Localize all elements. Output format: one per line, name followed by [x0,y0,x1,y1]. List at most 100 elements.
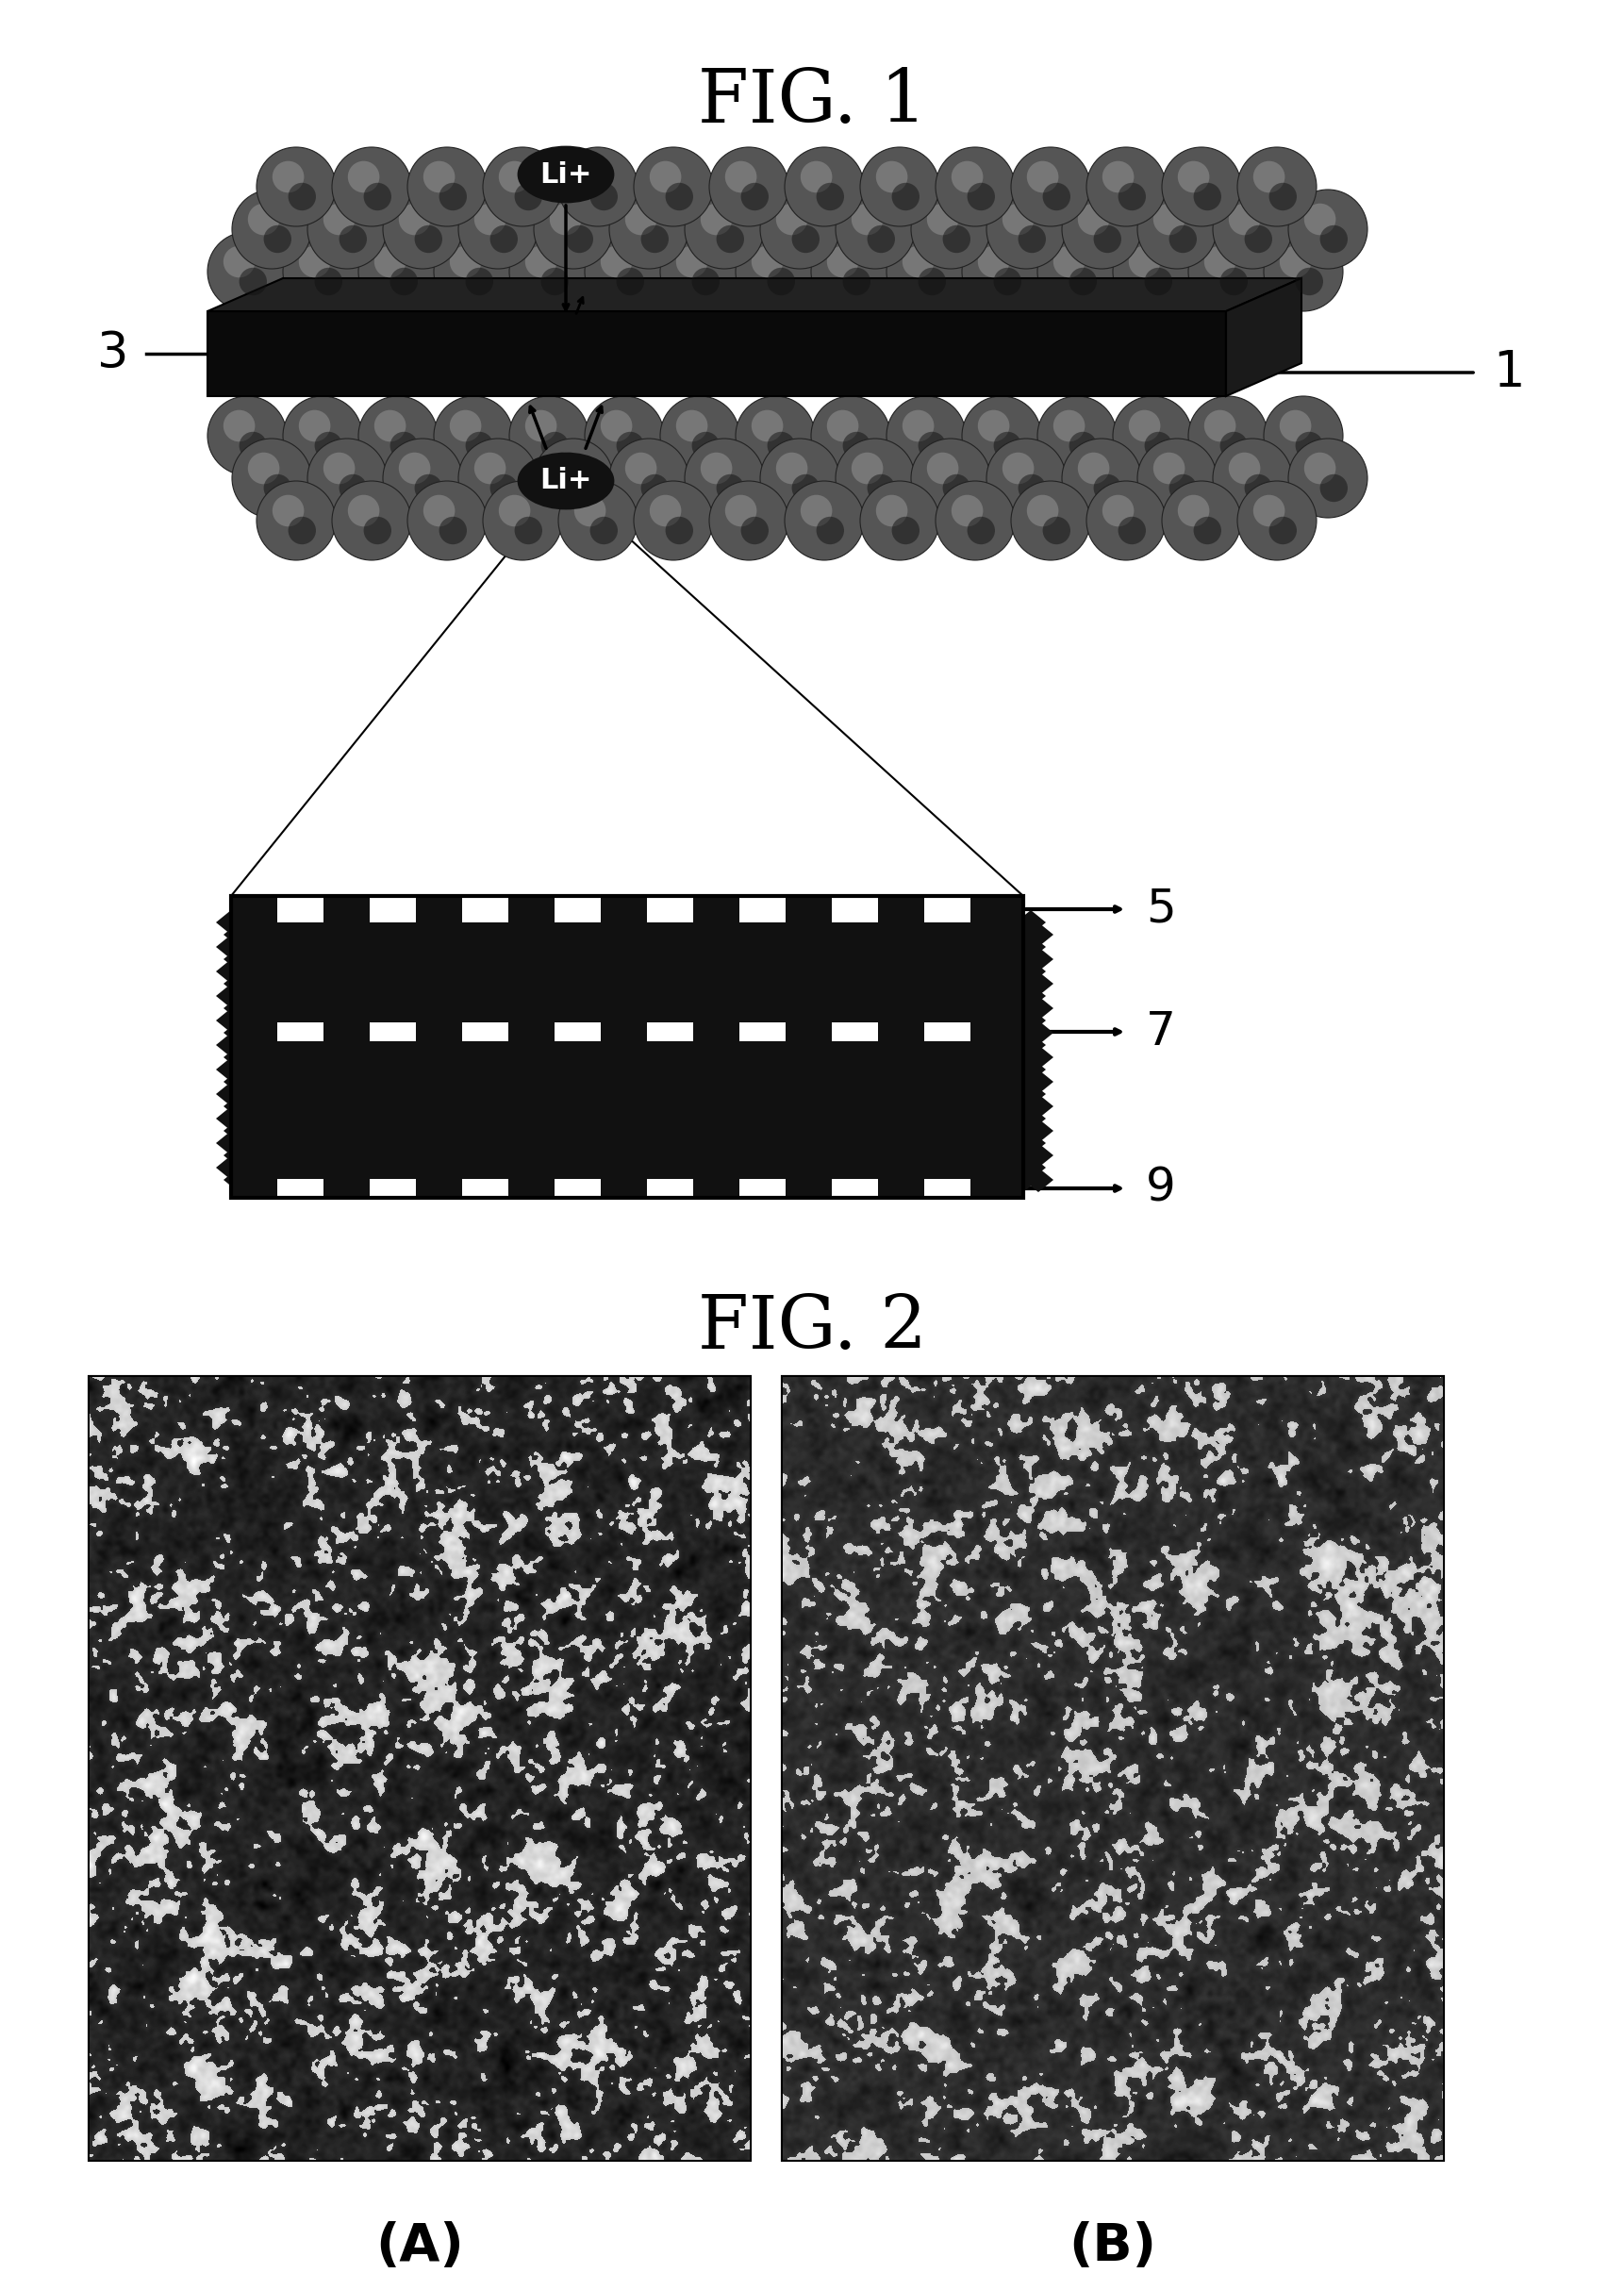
Polygon shape [510,1143,541,1168]
Polygon shape [729,1132,758,1155]
Polygon shape [775,1057,804,1082]
Circle shape [867,225,895,252]
Polygon shape [578,1107,609,1132]
Polygon shape [624,1082,653,1107]
Polygon shape [857,1021,887,1046]
Circle shape [741,516,768,546]
Polygon shape [615,971,646,996]
Polygon shape [615,1071,646,1093]
Polygon shape [926,1155,955,1180]
Circle shape [700,452,732,484]
Polygon shape [986,1107,1015,1132]
Polygon shape [224,1143,253,1168]
Polygon shape [661,923,692,948]
Polygon shape [971,984,1000,1009]
Polygon shape [857,948,887,971]
Polygon shape [744,1032,775,1057]
Polygon shape [887,1093,918,1118]
Circle shape [911,189,991,268]
Polygon shape [404,1168,435,1191]
Polygon shape [624,1057,653,1082]
Circle shape [1237,482,1317,559]
Polygon shape [555,971,586,996]
Polygon shape [216,1132,247,1155]
Polygon shape [1015,1107,1046,1132]
Polygon shape [458,1009,487,1032]
Polygon shape [533,1107,564,1132]
Polygon shape [396,1009,427,1032]
Polygon shape [375,971,404,996]
Polygon shape [646,1143,676,1168]
Circle shape [952,496,983,527]
Circle shape [1244,225,1272,252]
Circle shape [776,205,807,234]
Polygon shape [299,1046,330,1071]
Circle shape [1026,496,1059,527]
Circle shape [390,268,417,295]
Polygon shape [299,971,330,996]
Circle shape [438,182,466,211]
Polygon shape [903,971,932,996]
Polygon shape [570,1118,601,1143]
Polygon shape [367,984,396,1009]
Polygon shape [247,1155,276,1180]
Polygon shape [758,909,789,934]
Circle shape [434,232,513,311]
Polygon shape [797,1046,827,1071]
Polygon shape [926,984,955,1009]
Polygon shape [396,1155,427,1180]
Polygon shape [1009,1021,1038,1046]
Polygon shape [812,1143,843,1168]
Polygon shape [495,948,525,971]
Polygon shape [313,1046,344,1071]
Polygon shape [390,1093,419,1118]
Polygon shape [404,1046,435,1071]
Polygon shape [404,1118,435,1143]
Polygon shape [1000,1132,1031,1155]
Polygon shape [367,1009,396,1032]
Polygon shape [978,1046,1009,1071]
Polygon shape [487,1032,518,1057]
Polygon shape [291,1132,322,1155]
Polygon shape [797,1168,827,1191]
Polygon shape [698,1155,729,1180]
Circle shape [861,148,939,227]
Polygon shape [224,1118,253,1143]
Polygon shape [359,1093,390,1118]
Polygon shape [359,1118,390,1143]
Polygon shape [487,934,518,959]
Polygon shape [541,1168,570,1191]
Polygon shape [510,948,541,971]
Polygon shape [564,984,593,1009]
Polygon shape [442,959,473,984]
Circle shape [741,182,768,211]
Polygon shape [396,1132,427,1155]
Polygon shape [1015,1155,1046,1180]
Polygon shape [653,959,684,984]
Polygon shape [986,984,1015,1009]
Polygon shape [758,1107,789,1132]
Polygon shape [359,1046,390,1071]
Polygon shape [737,1046,767,1071]
Polygon shape [781,1046,812,1071]
Circle shape [801,161,831,193]
Polygon shape [978,1093,1009,1118]
Circle shape [1129,245,1161,277]
Circle shape [1244,475,1272,502]
Circle shape [752,409,783,441]
Polygon shape [291,1107,322,1132]
Polygon shape [948,923,978,948]
Polygon shape [729,1057,758,1082]
Polygon shape [857,1093,887,1118]
Polygon shape [427,1132,458,1155]
Polygon shape [684,934,715,959]
Polygon shape [781,996,812,1021]
Polygon shape [1000,984,1031,1009]
Polygon shape [239,1143,270,1168]
Polygon shape [253,1118,284,1143]
Polygon shape [638,1032,669,1057]
Polygon shape [676,1118,706,1143]
Circle shape [515,182,542,211]
Polygon shape [464,923,495,948]
Polygon shape [427,909,458,934]
